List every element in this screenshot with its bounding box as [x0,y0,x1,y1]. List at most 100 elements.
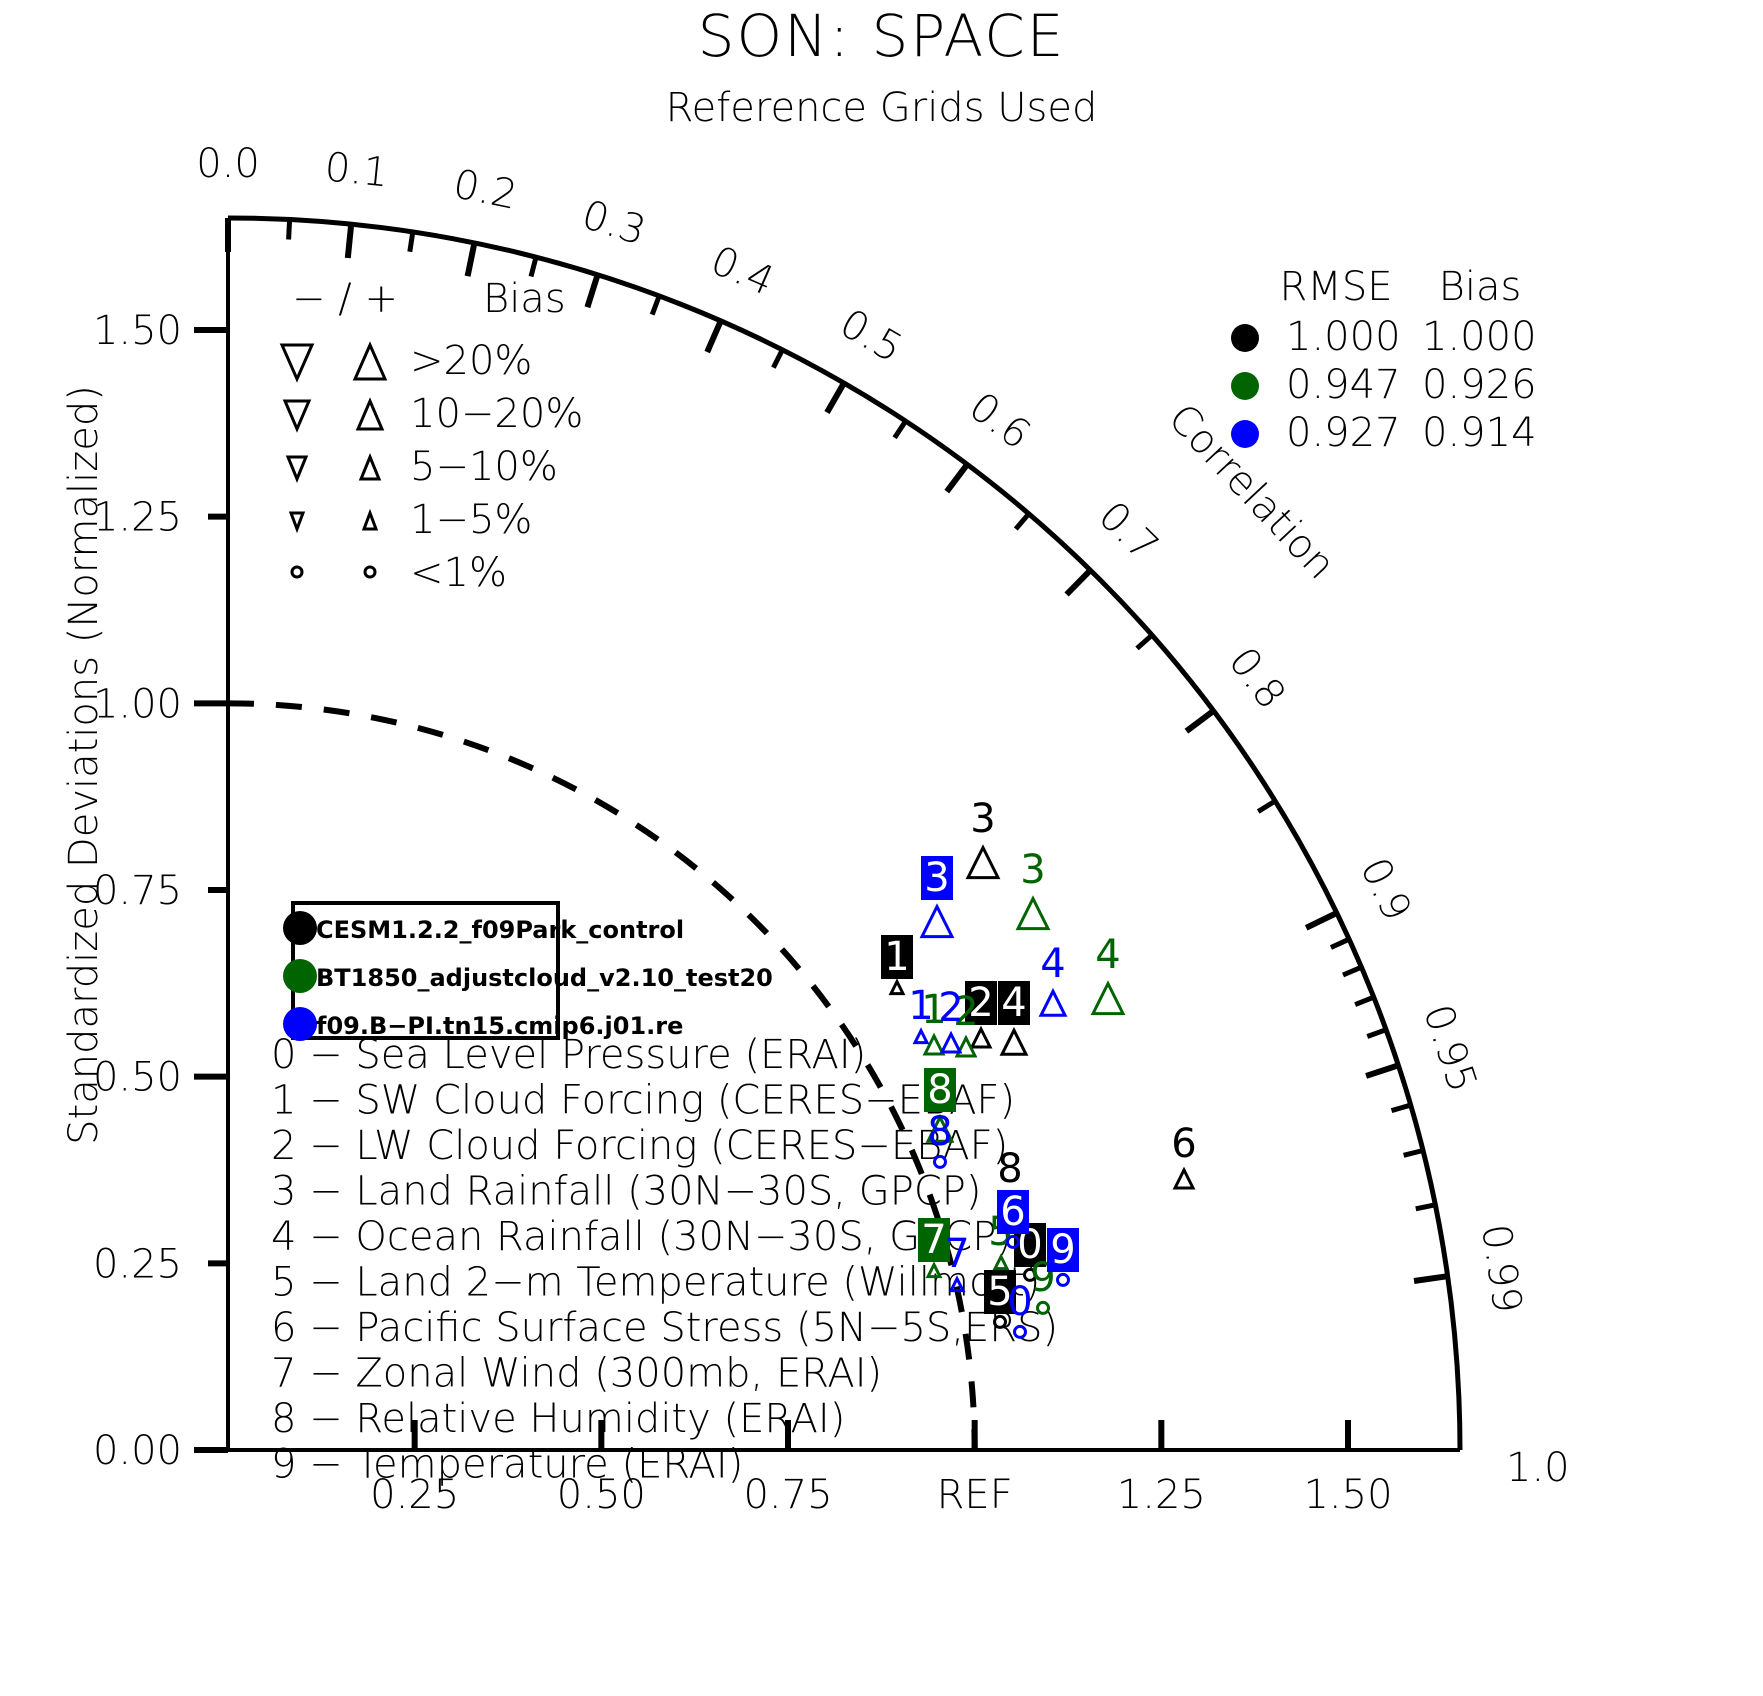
data-point-box [984,1270,1016,1314]
bias-marker-down [282,399,312,433]
data-point-bias-circle [1023,1267,1037,1282]
bias-marker-circle-neg [290,565,304,579]
variable-list-item: 4 − Ocean Rainfall (30N−30S, GPCP) [271,1214,1012,1260]
data-point-bias-triangle [999,1026,1029,1056]
y-tick-label: 1.00 [93,681,182,727]
correlation-tick-label: 0.5 [832,300,910,372]
data-point: 6 [997,1189,1029,1249]
data-point-id: 8 [927,1109,952,1155]
data-point: 4 [998,980,1030,1056]
chart-subtitle: Reference Grids Used [665,85,1098,131]
variable-list-item: 8 − Relative Humidity (ERAI) [271,1396,845,1442]
variable-list-item: 6 − Pacific Surface Stress (5N−5S,ERS) [271,1305,1058,1351]
data-point-bias-triangle [939,1030,963,1054]
y-tick-label: 0.50 [93,1055,182,1101]
correlation-tick-label: 0.95 [1414,999,1486,1098]
data-point-bias-triangle [888,978,906,996]
rmse-legend-rmse-value: 1.000 [1286,314,1401,360]
data-point-id: 1 [908,983,933,1029]
data-point-id: 4 [1001,980,1026,1026]
variable-list-item: 9 − Temperature (ERAI) [271,1442,743,1488]
data-point-box [881,935,913,979]
data-point: 3 [965,796,1001,880]
data-point-id: 8 [997,1146,1022,1192]
data-point-bias-triangle [925,1261,943,1279]
bias-legend: − / + Bias >20% 10−20% 5−10% 1−5% <1% [279,276,583,596]
data-point-bias-triangle [912,1027,930,1045]
data-point-id: 1 [921,987,946,1033]
bias-marker-up [358,453,382,481]
data-point-bias-triangle [925,1113,955,1143]
variable-list-item: 5 − Land 2−m Temperature (Willmott) [271,1260,1040,1306]
data-point: 8 [924,1067,956,1143]
data-point-bias-triangle [948,1275,966,1293]
x-tick-label: 0.25 [370,1472,459,1518]
bias-legend-header: Bias [483,276,566,322]
data-point-id: 5 [987,1269,1012,1315]
model-legend-dot [283,959,317,993]
data-point-id: 1 [884,934,909,980]
data-point-id: 9 [1050,1227,1075,1273]
rmse-legend-bias-value: 1.000 [1422,314,1537,360]
data-point-id: 8 [927,1067,952,1113]
data-point: 9 [1047,1227,1079,1287]
correlation-tick-label: 0.0 [196,141,260,187]
data-point-bias-circle [1006,1234,1020,1249]
data-point: 4 [1038,941,1068,1017]
data-point-id: 3 [1020,847,1045,893]
correlation-tick-label: 0.8 [1219,639,1294,718]
y-tick-label: 1.50 [93,308,182,354]
rmse-legend-dot [1231,372,1259,400]
data-point-bias-triangle [965,844,1001,880]
data-point-bias-triangle [992,1253,1010,1271]
y-tick-label: 0.75 [93,868,182,914]
rmse-legend-dot [1231,324,1259,352]
data-point-box [998,981,1030,1025]
data-point-bias-triangle [1038,987,1068,1017]
data-point-id: 3 [970,796,995,842]
data-point-bias-triangle [969,1025,993,1049]
data-point: 3 [919,855,955,939]
data-point-box [997,1190,1029,1234]
data-point-bias-triangle [922,1032,946,1056]
data-point-bias-triangle [1090,980,1126,1016]
model-legend-label: f09.B−PI.tn15.cmip6.j01.re [316,1012,683,1040]
variable-list-item: 0 − Sea Level Pressure (ERAI) [271,1032,866,1078]
data-point: 8 [997,1146,1023,1208]
rmse-legend-bias-value: 0.926 [1422,362,1537,408]
correlation-tick-label: 0.99 [1472,1221,1530,1316]
x-axis-ticks: 0.25 0.50 0.75 REF 1.25 1.50 [370,1420,1393,1518]
model-legend-dot [283,911,317,945]
model-legend-dot [283,1007,317,1041]
variable-list-item: 2 − LW Cloud Forcing (CERES−EBAF) [271,1123,1008,1169]
bias-marker-up [352,341,388,381]
data-point-id: 3 [924,855,949,901]
bias-legend-row-label: 1−5% [410,497,532,543]
data-point: 1 [908,983,934,1045]
bias-marker-down [279,343,315,383]
data-point-box [924,1068,956,1112]
data-point: 5 [984,1269,1016,1329]
data-point-bias-triangle [919,903,955,939]
correlation-tick-label: 0.9 [1351,851,1420,928]
model-legend-label: CESM1.2.2_f09Park_control [316,916,684,944]
bias-marker-up [355,397,385,431]
data-point: 6 [1171,1121,1197,1190]
bias-legend-row-label: <1% [410,550,507,596]
correlation-tick-label: 0.6 [960,384,1038,459]
data-point-bias-circle [1056,1272,1070,1287]
rmse-legend-rmse-value: 0.927 [1286,410,1401,456]
data-points: 3124680534128579341286970 [881,796,1197,1339]
correlation-tick-label: 0.4 [704,238,781,306]
correlation-tick-label: 0.1 [323,144,391,196]
model-legend: CESM1.2.2_f09Park_control BT1850_adjustcl… [283,901,773,1041]
data-point-id: 7 [921,1217,946,1263]
data-point-id: 7 [944,1231,969,1277]
correlation-tick-label: 0.7 [1089,493,1167,570]
x-tick-label: 1.25 [1117,1472,1206,1518]
data-point: 2 [953,989,979,1058]
data-point: 2 [938,985,964,1054]
data-point-id: 6 [1171,1121,1196,1167]
bias-legend-signs: − / + [292,276,398,322]
variable-list: 0 − Sea Level Pressure (ERAI)1 − SW Clou… [271,1032,1058,1488]
